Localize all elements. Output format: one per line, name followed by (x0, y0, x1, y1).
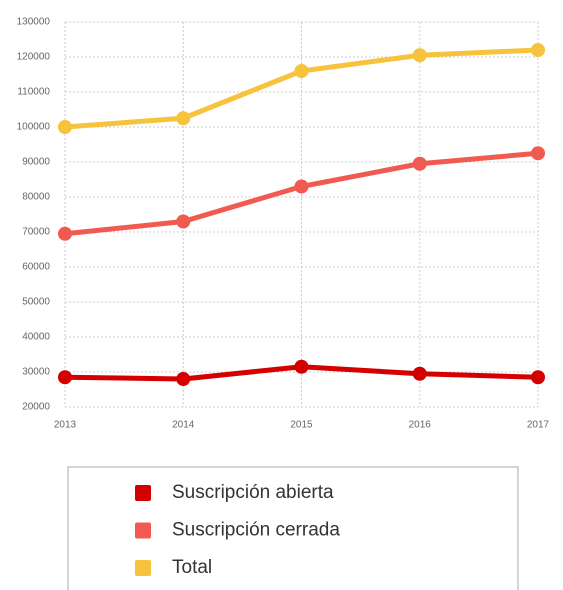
legend-swatch (135, 485, 151, 501)
data-point (176, 214, 191, 229)
y-tick-label: 60000 (22, 262, 50, 273)
data-point (412, 156, 427, 171)
data-point (531, 43, 545, 57)
y-tick-label: 20000 (22, 402, 50, 413)
legend-label: Total (172, 557, 212, 578)
x-tick-label: 2016 (409, 420, 432, 431)
y-tick-label: 120000 (17, 52, 51, 63)
legend-swatch (135, 522, 151, 539)
data-point (58, 226, 72, 241)
y-tick-label: 50000 (22, 297, 50, 308)
y-tick-label: 110000 (17, 87, 50, 98)
y-tick-label: 30000 (22, 367, 50, 378)
data-point (294, 64, 309, 78)
data-point (58, 370, 72, 385)
y-tick-label: 90000 (22, 157, 50, 168)
data-point (412, 48, 427, 63)
data-point (531, 146, 545, 161)
data-point (176, 111, 191, 126)
x-tick-label: 2013 (54, 420, 77, 431)
data-point (531, 370, 545, 385)
y-tick-label: 130000 (17, 17, 51, 28)
y-tick-label: 100000 (17, 122, 51, 133)
legend-swatch (135, 560, 151, 576)
x-tick-label: 2015 (290, 420, 313, 431)
legend-label: Suscripción abierta (172, 482, 334, 503)
data-point (176, 372, 191, 386)
data-point (58, 120, 72, 134)
y-tick-label: 80000 (22, 192, 50, 203)
legend-label: Suscripción cerrada (172, 520, 340, 541)
legend-box (67, 466, 519, 590)
data-point (294, 179, 309, 194)
y-tick-label: 40000 (22, 332, 50, 343)
data-point (412, 366, 427, 381)
data-point (294, 359, 309, 374)
y-tick-label: 70000 (22, 227, 50, 238)
x-tick-label: 2014 (172, 420, 195, 431)
x-tick-label: 2017 (527, 420, 550, 431)
